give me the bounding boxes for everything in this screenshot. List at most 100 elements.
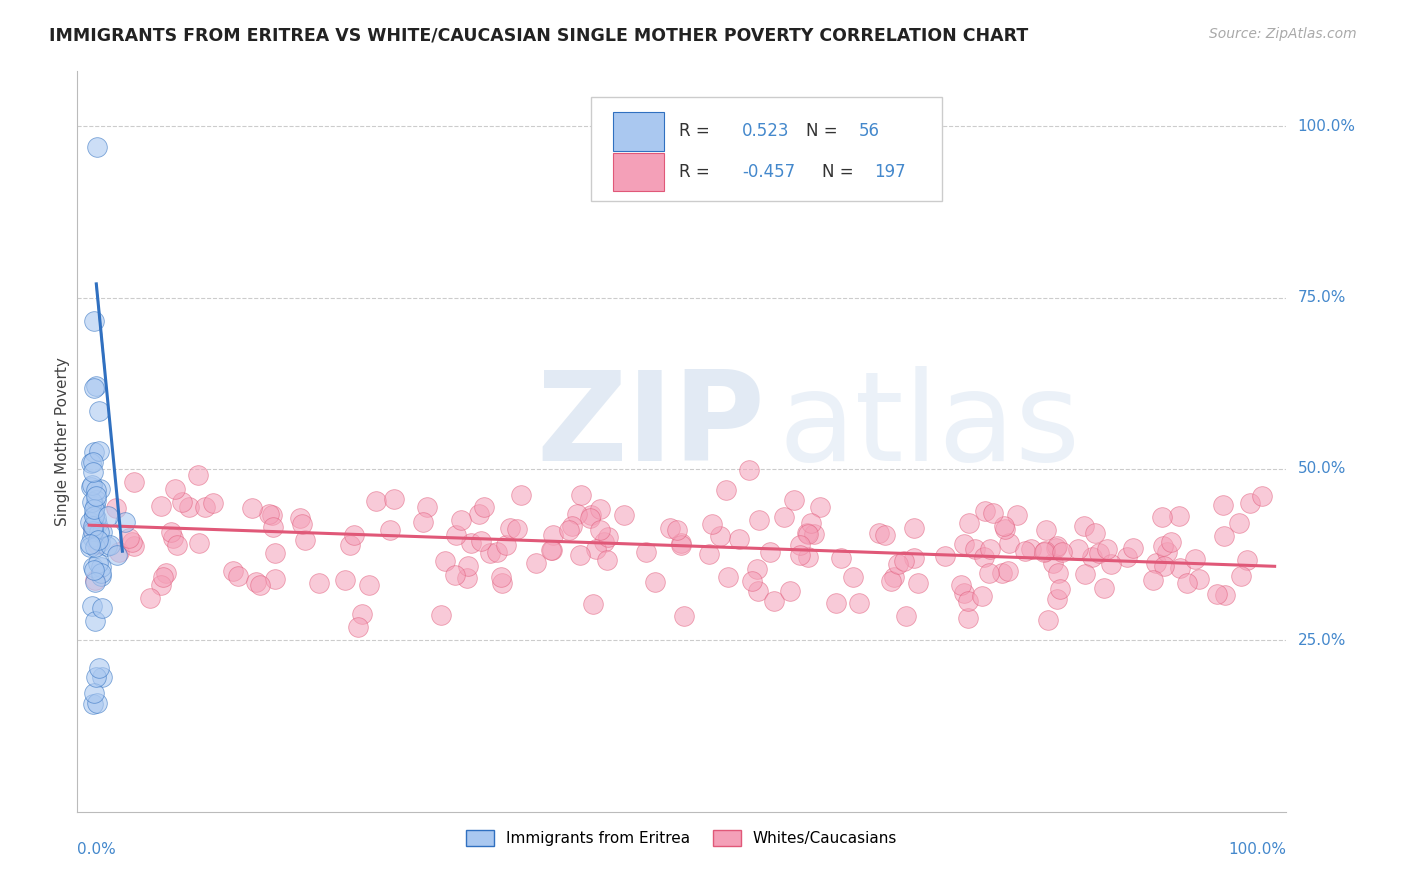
Text: 50.0%: 50.0% <box>1298 461 1346 476</box>
Point <box>578 511 600 525</box>
Point <box>82 455 104 469</box>
Point <box>291 517 314 532</box>
Point <box>979 566 1001 580</box>
Point <box>1092 581 1115 595</box>
Text: 25.0%: 25.0% <box>1298 632 1346 648</box>
Point <box>1042 556 1064 570</box>
Point <box>1084 525 1107 540</box>
Point <box>741 574 763 588</box>
Point <box>87 533 110 548</box>
Point <box>352 607 374 621</box>
Point <box>644 574 666 589</box>
Point <box>659 521 682 535</box>
Point <box>1150 510 1173 524</box>
Point <box>262 519 284 533</box>
Point <box>956 610 979 624</box>
Text: 56: 56 <box>859 122 879 140</box>
Point <box>868 525 890 540</box>
Point <box>80 479 103 493</box>
Point <box>991 566 1014 580</box>
Point <box>87 661 110 675</box>
Point <box>848 596 870 610</box>
Point <box>82 478 104 492</box>
FancyBboxPatch shape <box>613 112 664 151</box>
Point <box>456 571 478 585</box>
Point <box>509 488 531 502</box>
Point <box>998 536 1021 550</box>
Point <box>122 475 145 489</box>
Point <box>993 519 1015 533</box>
Point <box>974 504 997 518</box>
Point <box>82 520 104 534</box>
Point <box>202 496 225 510</box>
Point <box>669 538 692 552</box>
Point <box>506 522 529 536</box>
Point <box>82 697 104 711</box>
Point <box>83 519 105 533</box>
Text: N =: N = <box>823 163 859 181</box>
Point <box>636 545 658 559</box>
Point <box>589 502 612 516</box>
Point <box>1049 582 1071 596</box>
Point <box>747 583 769 598</box>
Point <box>83 445 105 459</box>
Point <box>613 508 636 522</box>
Point <box>339 538 361 552</box>
Point <box>491 575 513 590</box>
Point <box>589 523 612 537</box>
Text: Source: ZipAtlas.com: Source: ZipAtlas.com <box>1209 27 1357 41</box>
Point <box>226 569 249 583</box>
Point <box>83 381 105 395</box>
Point <box>343 528 366 542</box>
Point <box>79 537 101 551</box>
Point <box>118 531 141 545</box>
Point <box>762 594 785 608</box>
Point <box>495 538 517 552</box>
Point <box>1046 592 1069 607</box>
Point <box>800 516 823 530</box>
Point <box>1152 539 1174 553</box>
Point <box>82 599 104 613</box>
Point <box>122 539 145 553</box>
Point <box>1067 542 1090 557</box>
Point <box>1116 550 1139 565</box>
Point <box>1213 529 1236 543</box>
Point <box>709 529 731 543</box>
Point <box>263 572 285 586</box>
Point <box>187 468 209 483</box>
Point <box>672 608 695 623</box>
Point <box>1239 496 1261 510</box>
Point <box>981 506 1004 520</box>
Point <box>950 578 973 592</box>
Point <box>1032 545 1054 559</box>
Point <box>779 584 801 599</box>
Point <box>1213 588 1236 602</box>
Point <box>82 560 104 574</box>
Y-axis label: Single Mother Poverty: Single Mother Poverty <box>55 357 70 526</box>
Point <box>82 524 104 538</box>
Point <box>934 549 956 563</box>
Point <box>87 443 110 458</box>
Point <box>83 574 105 589</box>
Point <box>581 508 603 523</box>
Point <box>83 563 105 577</box>
Point <box>803 526 825 541</box>
Point <box>994 522 1017 536</box>
Text: 100.0%: 100.0% <box>1298 119 1355 134</box>
Point <box>249 578 271 592</box>
Point <box>1035 523 1057 537</box>
Point <box>772 509 794 524</box>
Point <box>1036 613 1059 627</box>
Point <box>382 492 405 507</box>
Text: 0.523: 0.523 <box>742 122 790 140</box>
Point <box>596 553 619 567</box>
Text: R =: R = <box>679 163 716 181</box>
Point <box>758 545 780 559</box>
Point <box>745 562 768 576</box>
Point <box>903 551 925 566</box>
Point <box>666 523 689 537</box>
Point <box>479 546 502 560</box>
Point <box>80 457 103 471</box>
Point <box>457 558 479 573</box>
Point <box>669 536 692 550</box>
